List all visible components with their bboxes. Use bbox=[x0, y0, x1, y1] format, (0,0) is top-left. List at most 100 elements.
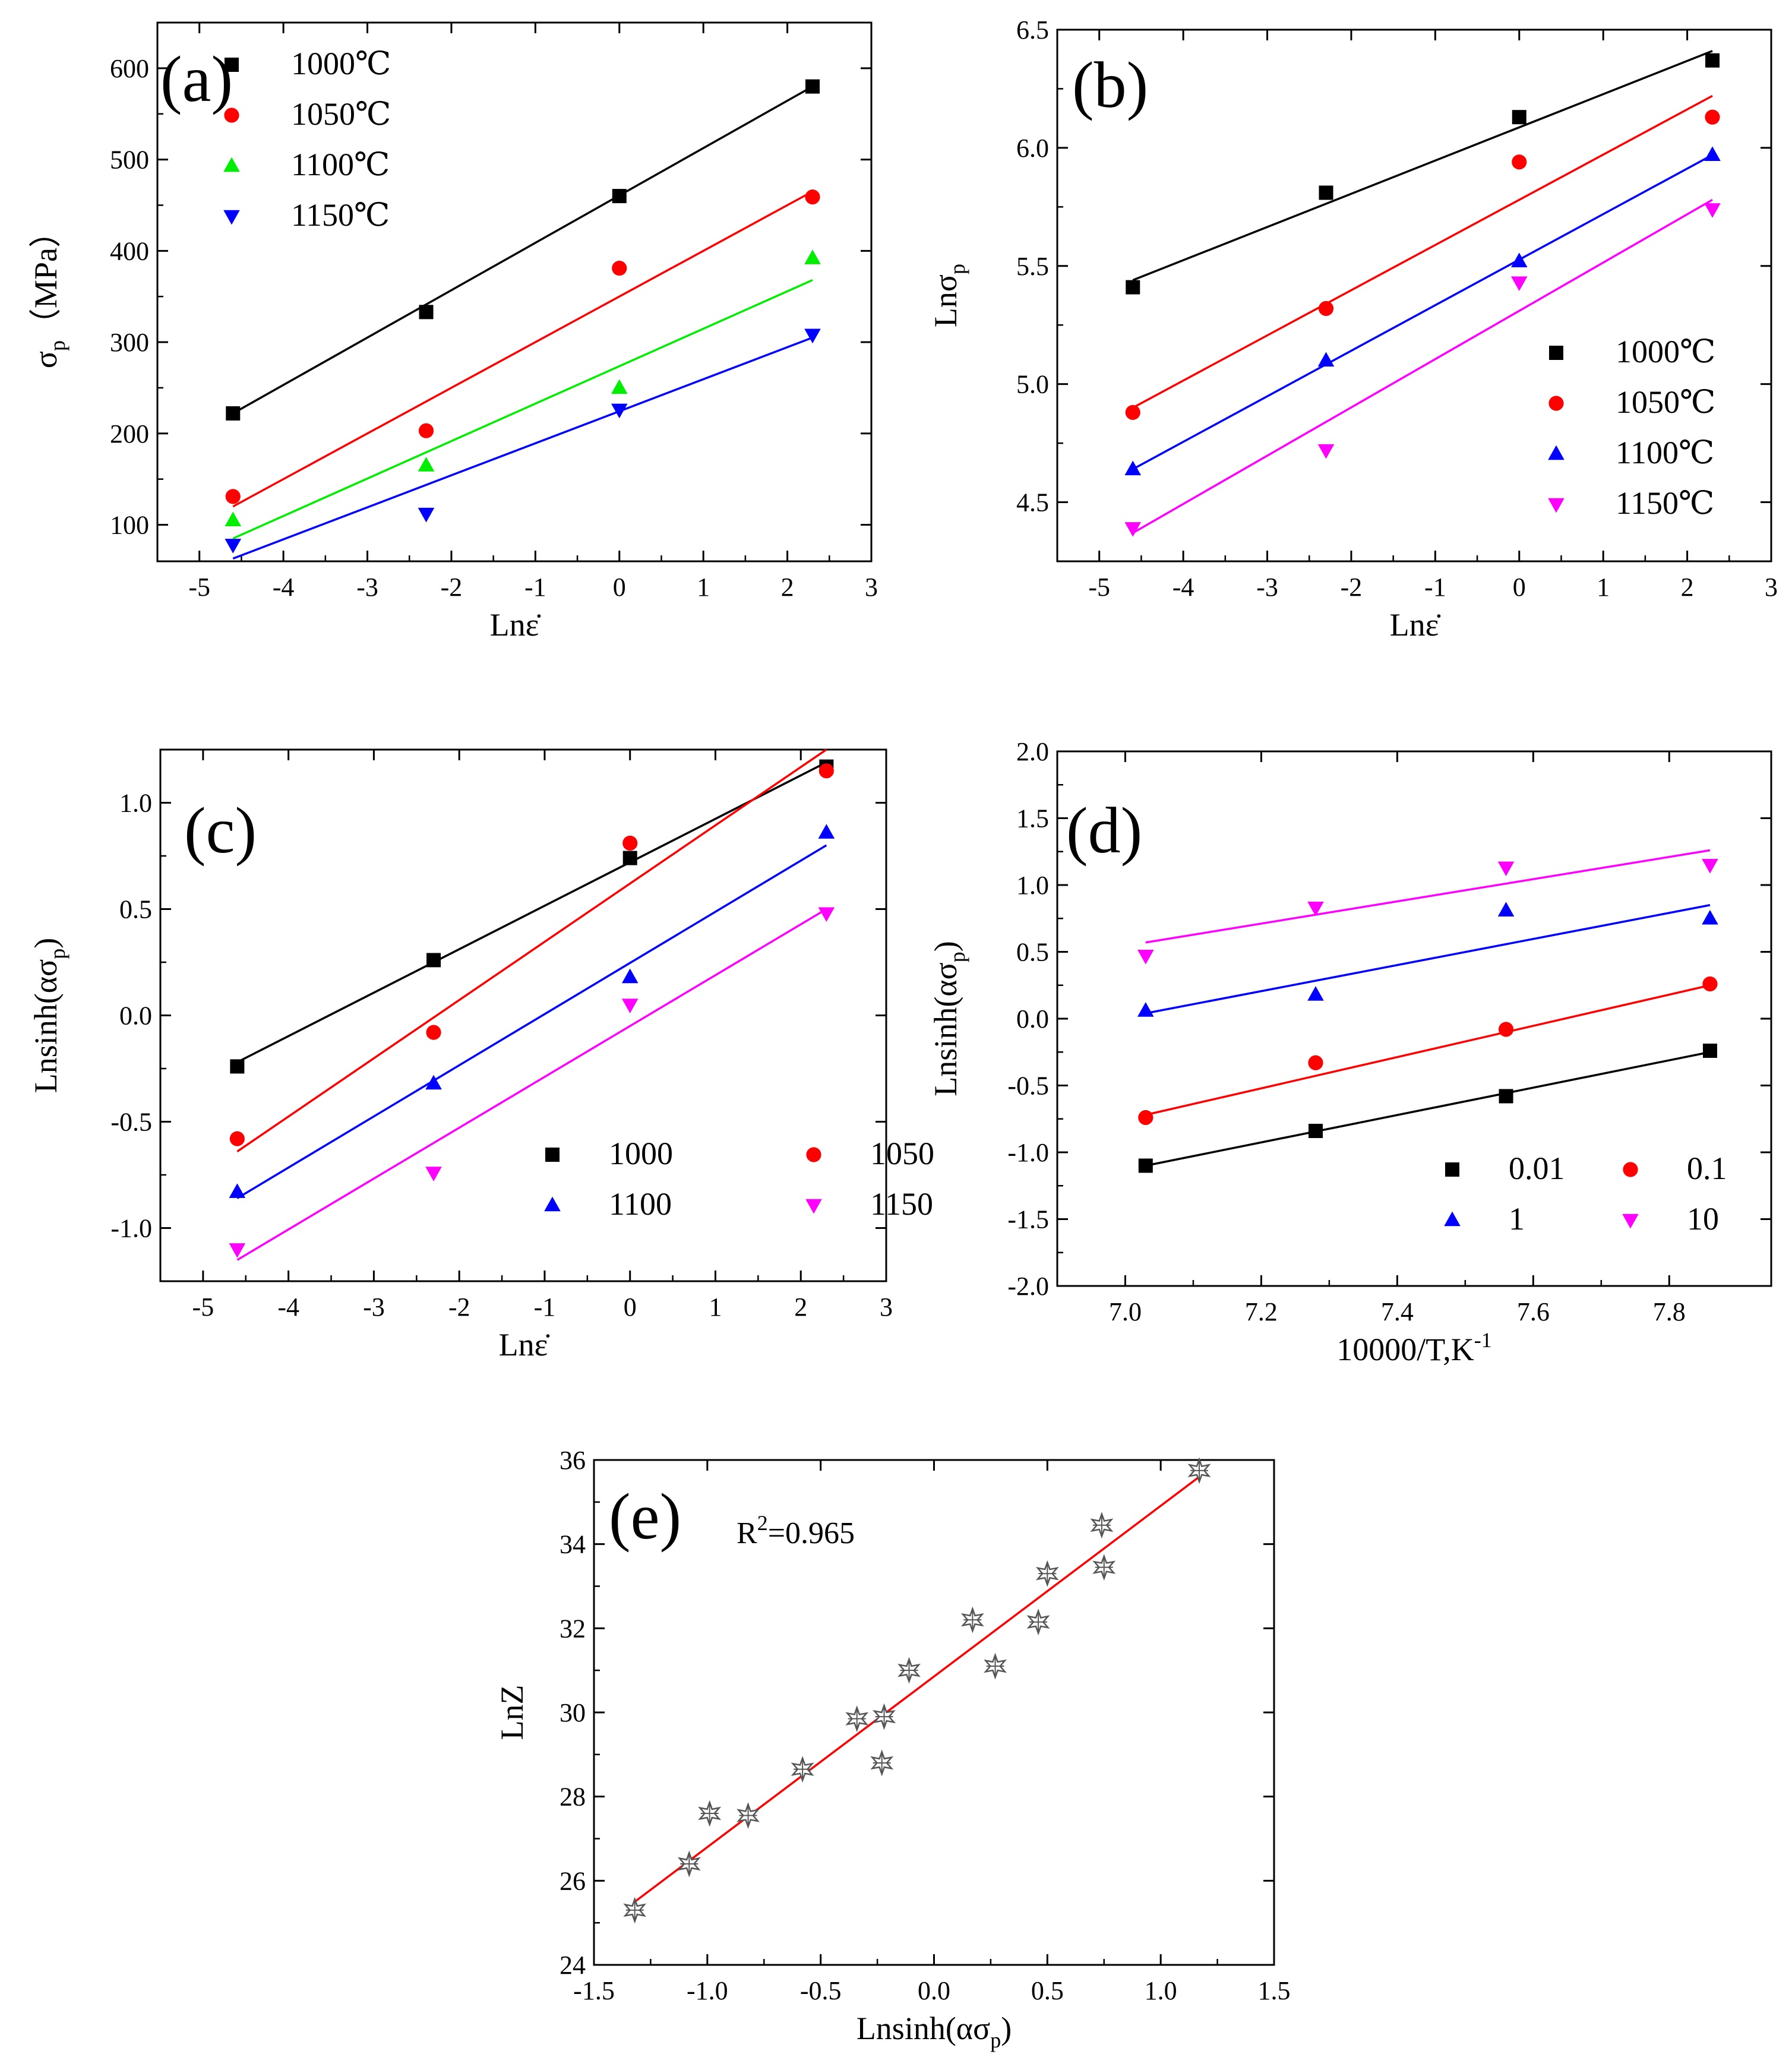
data-point bbox=[1138, 1110, 1153, 1126]
data-point bbox=[1499, 1089, 1513, 1104]
legend-label: 0.01 bbox=[1509, 1151, 1565, 1186]
x-tick-label: -3 bbox=[356, 573, 378, 602]
data-point bbox=[426, 953, 441, 968]
data-point bbox=[1497, 902, 1515, 917]
fit-line bbox=[634, 1475, 1200, 1903]
data-point bbox=[897, 1657, 921, 1684]
x-tick-label: -1 bbox=[524, 573, 546, 602]
x-axis-label: 10000/T,K-1 bbox=[1336, 1328, 1491, 1367]
data-point bbox=[1317, 444, 1335, 459]
x-tick-label: 3 bbox=[865, 573, 878, 602]
fit-line bbox=[1132, 198, 1713, 534]
series-1000℃ bbox=[226, 79, 820, 421]
fit-line bbox=[1132, 154, 1713, 470]
x-tick-label: -2 bbox=[441, 573, 463, 602]
legend-label: 1 bbox=[1509, 1201, 1525, 1237]
y-tick-label: 1.5 bbox=[1016, 804, 1049, 833]
x-tick-label: 7.6 bbox=[1517, 1297, 1550, 1326]
data-point bbox=[225, 511, 242, 527]
y-axis-label: LnZ bbox=[494, 1685, 530, 1740]
data-point bbox=[418, 423, 434, 438]
legend-marker bbox=[223, 157, 240, 172]
data-point bbox=[984, 1652, 1007, 1680]
y-tick-label: 0.5 bbox=[1016, 938, 1049, 967]
data-point bbox=[623, 1897, 647, 1924]
x-axis-label: Lnε̇ bbox=[499, 1327, 550, 1363]
legend-marker bbox=[225, 58, 239, 72]
data-point bbox=[426, 1025, 441, 1040]
legend-label: 1000℃ bbox=[291, 46, 391, 81]
data-point bbox=[1126, 280, 1140, 295]
data-point bbox=[805, 79, 820, 94]
x-tick-label: 0.5 bbox=[1031, 1976, 1064, 2005]
y-tick-label: 26 bbox=[560, 1866, 586, 1895]
series-0.1 bbox=[1138, 976, 1718, 1126]
data-point bbox=[1187, 1457, 1211, 1484]
data-point bbox=[622, 835, 638, 851]
x-axis-label: Lnε̇ bbox=[1390, 607, 1441, 643]
y-tick-label: 5.0 bbox=[1016, 370, 1049, 399]
data-point bbox=[612, 189, 627, 204]
data-point bbox=[791, 1756, 814, 1783]
chart-panel-d: 7.0 7.2 7.4 7.6 7.8 -2.0 -1.5 -1.0 -0.5 0.0 0.5 1.0… bbox=[928, 737, 1772, 1367]
legend-label: 1000℃ bbox=[1616, 334, 1715, 369]
data-point bbox=[1035, 1560, 1059, 1587]
legend-marker bbox=[805, 1199, 822, 1214]
legend-marker bbox=[1548, 396, 1564, 411]
series-1000℃ bbox=[1126, 50, 1720, 295]
data-point bbox=[1309, 1124, 1323, 1138]
y-tick-label: -2.0 bbox=[1007, 1272, 1049, 1301]
data-point bbox=[818, 907, 835, 922]
data-point bbox=[818, 763, 834, 779]
y-tick-label: -1.0 bbox=[1007, 1138, 1049, 1167]
data-point bbox=[229, 1131, 245, 1146]
chart-panel-c: -5 -4 -3 -2 -1 0 1 2 3 -1.0 -0.5 0.0 0.5 1.0 Lnε̇ Lnsin… bbox=[28, 748, 934, 1363]
data-point bbox=[1307, 986, 1324, 1001]
legend-marker bbox=[544, 1196, 561, 1212]
data-point bbox=[1704, 203, 1721, 218]
data-point bbox=[873, 1703, 896, 1730]
y-tick-label: 0.0 bbox=[119, 1001, 152, 1031]
y-tick-label: 6.5 bbox=[1016, 15, 1049, 45]
x-tick-label: -4 bbox=[1172, 573, 1194, 602]
data-point bbox=[225, 539, 242, 554]
data-point bbox=[1124, 522, 1142, 537]
x-tick-label: 2 bbox=[1681, 573, 1694, 602]
data-point bbox=[1705, 109, 1720, 125]
legend-marker bbox=[545, 1148, 560, 1162]
data-point bbox=[1512, 154, 1527, 170]
x-tick-label: -1 bbox=[1424, 573, 1446, 602]
x-tick-label: -4 bbox=[273, 573, 295, 602]
data-point bbox=[418, 457, 435, 472]
y-tick-label: -1.0 bbox=[110, 1214, 152, 1243]
y-tick-label: 1.0 bbox=[1016, 871, 1049, 900]
series-1 bbox=[1137, 902, 1718, 1017]
x-tick-label: -3 bbox=[363, 1292, 385, 1322]
y-tick-label: -0.5 bbox=[110, 1108, 152, 1137]
fit-line bbox=[232, 190, 813, 508]
y-tick-label: 1.0 bbox=[119, 789, 152, 818]
legend-marker bbox=[223, 210, 240, 225]
data-point bbox=[622, 851, 637, 865]
data-point bbox=[1497, 861, 1515, 877]
y-tick-label: 500 bbox=[110, 146, 149, 175]
series-1100 bbox=[229, 824, 835, 1199]
fit-line bbox=[232, 86, 813, 415]
data-point bbox=[611, 379, 628, 394]
x-tick-label: 2 bbox=[794, 1292, 807, 1322]
data-point bbox=[621, 998, 639, 1013]
data-point bbox=[804, 328, 821, 344]
data-point bbox=[1510, 276, 1528, 292]
data-point bbox=[1512, 110, 1526, 125]
data-point bbox=[870, 1749, 894, 1777]
fit-line bbox=[236, 844, 827, 1199]
y-tick-label: 32 bbox=[560, 1614, 586, 1643]
legend-marker bbox=[1445, 1162, 1459, 1177]
x-tick-label: 2 bbox=[781, 573, 794, 602]
legend: 1000 1050 1100 1150 bbox=[544, 1136, 934, 1222]
plot-frame bbox=[156, 21, 873, 562]
y-tick-label: 4.5 bbox=[1016, 488, 1049, 517]
legend-marker bbox=[1623, 1162, 1638, 1177]
data-point bbox=[225, 489, 241, 504]
series-1050℃ bbox=[1125, 94, 1720, 421]
